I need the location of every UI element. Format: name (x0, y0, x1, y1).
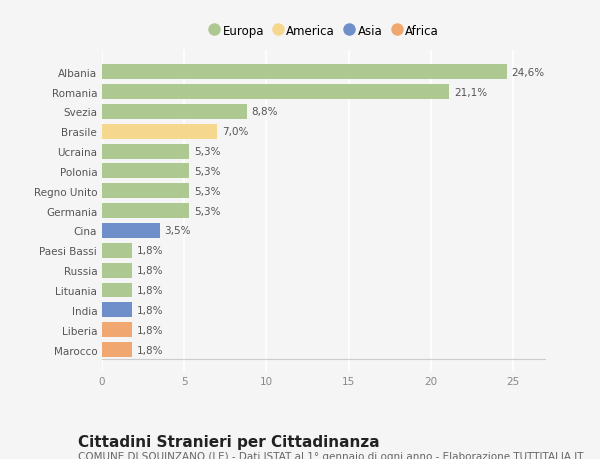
Bar (102, 243, 131, 258)
Bar (102, 204, 189, 218)
Bar (102, 323, 131, 337)
Bar (102, 144, 189, 159)
Bar (102, 65, 506, 80)
Bar (102, 105, 247, 119)
Bar (102, 85, 449, 100)
Bar (102, 184, 189, 199)
Text: COMUNE DI SQUINZANO (LE) - Dati ISTAT al 1° gennaio di ogni anno - Elaborazione : COMUNE DI SQUINZANO (LE) - Dati ISTAT al… (78, 451, 583, 459)
Text: 8,8%: 8,8% (251, 107, 278, 117)
Text: 5,3%: 5,3% (194, 186, 221, 196)
Text: 5,3%: 5,3% (194, 147, 221, 157)
Text: 1,8%: 1,8% (137, 305, 163, 315)
Bar (102, 283, 131, 298)
Bar (102, 263, 131, 278)
Bar (102, 303, 131, 318)
Bar (102, 164, 189, 179)
Bar (102, 342, 131, 357)
Bar (102, 124, 217, 140)
Legend: Europa, America, Asia, Africa: Europa, America, Asia, Africa (206, 21, 442, 41)
Text: 1,8%: 1,8% (137, 285, 163, 295)
Text: 5,3%: 5,3% (194, 206, 221, 216)
Text: 1,8%: 1,8% (137, 246, 163, 256)
Text: 21,1%: 21,1% (454, 87, 487, 97)
Text: 1,8%: 1,8% (137, 325, 163, 335)
Text: 3,5%: 3,5% (164, 226, 191, 236)
Text: 1,8%: 1,8% (137, 266, 163, 275)
Text: 5,3%: 5,3% (194, 167, 221, 177)
Bar (102, 224, 160, 238)
Text: Cittadini Stranieri per Cittadinanza: Cittadini Stranieri per Cittadinanza (78, 434, 380, 449)
Text: 7,0%: 7,0% (222, 127, 248, 137)
Text: 24,6%: 24,6% (511, 67, 545, 78)
Text: 1,8%: 1,8% (137, 345, 163, 355)
